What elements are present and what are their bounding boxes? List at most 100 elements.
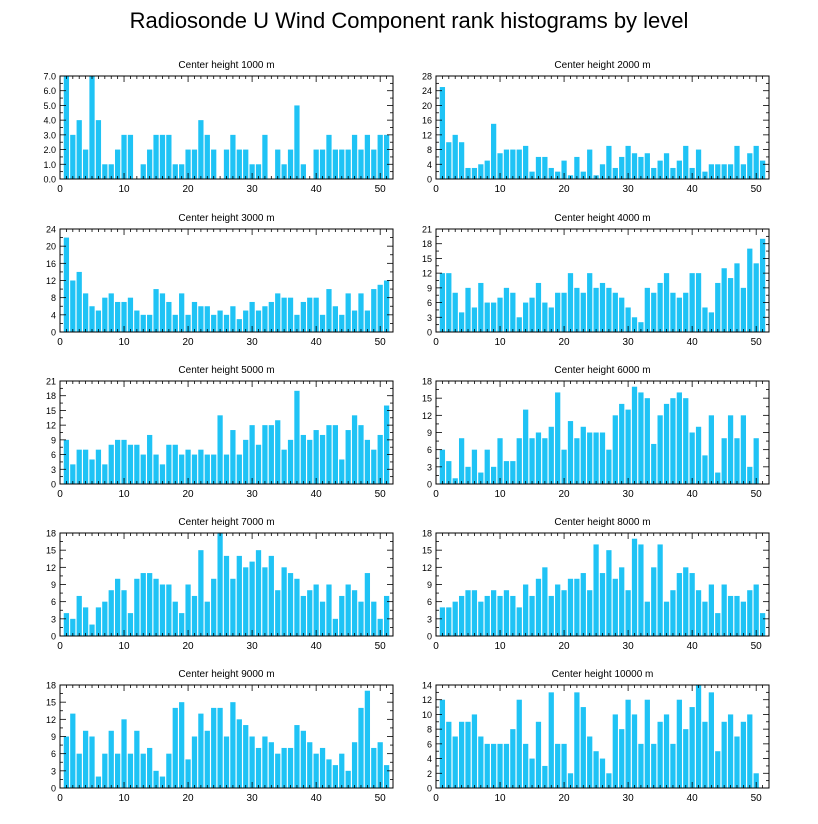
histogram-panel-1: Center height 1000 m 0 10 20 30 40 50 0.0 1.0 2.0… [43,60,394,195]
histogram-bar [740,601,747,636]
x-tick-label: 30 [623,793,635,804]
y-tick-label: 18 [46,529,56,539]
y-tick-label: 0 [51,480,56,490]
histogram-bar [593,544,599,636]
histogram-bar [740,415,747,484]
histogram-bar [574,692,580,788]
histogram-bar [753,263,759,332]
histogram-bar [708,164,714,179]
histogram-bar [147,747,153,788]
histogram-bar [121,439,127,484]
histogram-bar [223,736,230,788]
histogram-bar [478,164,484,179]
histogram-bar [491,590,497,636]
y-tick-label: 18 [46,681,56,691]
histogram-bar [185,314,191,332]
histogram-bar [657,415,663,484]
histogram-bar [510,461,516,484]
x-tick-label: 0 [57,793,63,804]
histogram-bar [95,120,102,179]
histogram-bar [236,454,242,484]
y-tick-label: 2 [427,769,432,779]
histogram-bar [121,301,127,332]
histogram-bar [383,405,390,484]
histogram-bar [683,729,689,788]
x-tick-label: 50 [375,641,387,652]
x-tick-label: 10 [118,641,130,652]
y-tick-label: 6 [51,450,56,460]
histogram-bar [70,280,76,332]
histogram-bar [580,426,586,484]
histogram-bar [676,297,682,332]
histogram-bar [249,736,255,788]
histogram-bar [287,297,294,332]
histogram-bar [89,736,95,788]
histogram-bar [702,601,708,636]
histogram-bar [715,751,721,788]
histogram-bar [471,714,478,788]
histogram-bar [70,618,76,636]
histogram-panel-8: Center height 8000 m 0 10 20 30 40 50 0 3 6 9 12 15 1… [422,517,770,652]
x-tick-label: 20 [559,489,571,500]
histogram-bar [364,573,371,636]
histogram-panel-6: Center height 6000 m 0 10 20 30 40 50 0 3 6 9 12 15 1… [422,365,770,500]
histogram-bar [753,773,759,788]
histogram-bar [172,164,178,179]
histogram-bar [548,692,554,788]
histogram-bar [166,134,172,179]
y-tick-label: 12 [422,130,432,140]
histogram-bar [172,444,178,484]
histogram-bar [63,237,70,332]
panel-title: Center height 7000 m [178,517,274,528]
histogram-bar [625,307,631,332]
histogram-bar [63,439,70,484]
histogram-bar [695,273,702,332]
histogram-bar [313,297,319,332]
panel-title: Center height 1000 m [178,60,274,71]
histogram-bar [108,444,114,484]
histogram-bar [644,153,650,179]
histogram-bar [211,314,217,332]
y-tick-label: 15 [422,546,432,556]
y-tick-label: 0 [427,784,432,794]
x-tick-label: 50 [751,337,763,348]
x-tick-label: 30 [623,184,635,195]
histogram-bar [593,751,599,788]
histogram-bar [166,584,172,636]
histogram-bar [523,409,529,484]
histogram-bar [683,567,689,636]
y-tick-label: 3 [51,465,56,475]
histogram-bar [140,753,146,788]
histogram-bar [345,770,351,788]
histogram-bar [268,555,274,636]
histogram-bar [287,149,294,179]
histogram-bar [198,449,204,484]
histogram-bar [134,310,140,332]
histogram-bar [211,454,217,484]
histogram-bar [319,434,326,484]
histogram-bar [153,454,159,484]
histogram-bar [529,438,535,484]
histogram-bar [465,466,471,484]
histogram-bar [587,149,593,179]
histogram-bar [548,307,554,332]
histogram-bar [561,590,567,636]
histogram-bar [587,736,593,788]
x-tick-label: 50 [375,489,387,500]
x-tick-label: 0 [57,337,63,348]
histogram-bar [300,434,306,484]
x-tick-label: 30 [247,489,259,500]
histogram-bar [523,743,529,788]
y-tick-label: 15 [46,698,56,708]
histogram-bar [471,590,478,636]
histogram-bar [230,578,236,636]
histogram-bar [606,287,612,332]
histogram-bar [439,607,446,636]
histogram-bar [108,293,114,333]
histogram-bar [631,714,638,788]
histogram-bar [715,164,721,179]
histogram-bar [580,707,586,788]
histogram-panel-4: Center height 4000 m 0 10 20 30 40 50 0 3 6 9 12 15 1… [422,213,770,348]
histogram-bar [364,439,371,484]
histogram-bar [82,149,89,179]
